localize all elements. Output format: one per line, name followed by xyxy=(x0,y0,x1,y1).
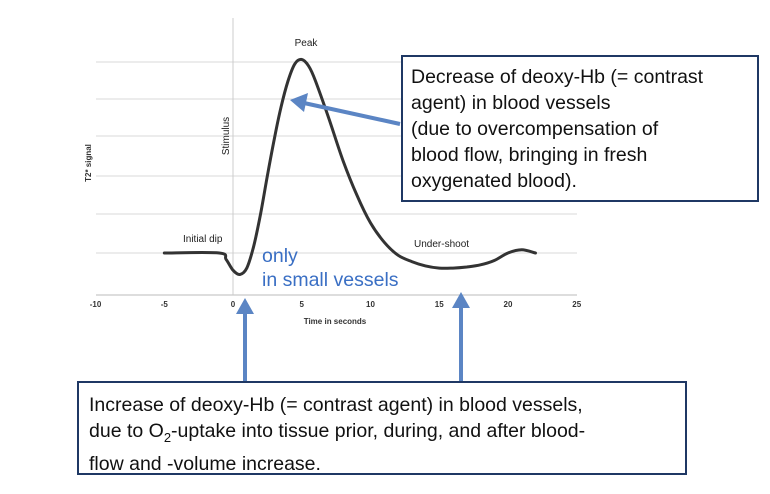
small-vessels-note-line1: only xyxy=(262,245,298,267)
x-tick-label: -10 xyxy=(90,300,102,309)
signal-curve xyxy=(162,57,537,277)
undershoot-label: Under-shoot xyxy=(414,239,469,250)
peak-explanation-line: blood flow, bringing in fresh xyxy=(411,144,648,166)
x-tick-labels: -10 -5 0 5 10 15 20 25 xyxy=(90,300,582,309)
x-tick-label: 10 xyxy=(366,300,375,309)
y-axis-label: T2* signal xyxy=(84,144,93,182)
peak-explanation-line: oxygenated blood). xyxy=(411,170,577,192)
peak-explanation-line: Decrease of deoxy-Hb (= contrast xyxy=(411,66,704,88)
arrow-to-peak xyxy=(290,93,401,126)
x-tick-label: 0 xyxy=(231,300,236,309)
peak-explanation-box: Decrease of deoxy-Hb (= contrast agent) … xyxy=(401,55,759,202)
dip-undershoot-explanation-box: Increase of deoxy-Hb (= contrast agent) … xyxy=(77,381,687,475)
explanation-line-2-start: due to O xyxy=(89,420,164,442)
peak-explanation-line: (due to overcompensation of xyxy=(411,118,659,140)
initial-dip-label: Initial dip xyxy=(183,234,223,245)
oxygen-subscript: 2 xyxy=(163,429,172,445)
x-tick-label: 20 xyxy=(504,300,513,309)
x-tick-label: 5 xyxy=(300,300,305,309)
arrow-to-undershoot xyxy=(452,292,470,381)
x-tick-label: 25 xyxy=(572,300,581,309)
explanation-line-1: Increase of deoxy-Hb (= contrast agent) … xyxy=(89,394,583,416)
explanation-line-2-end: -uptake into tissue prior, during, and a… xyxy=(171,420,586,442)
arrow-to-dip xyxy=(236,298,254,381)
x-tick-label: 15 xyxy=(435,300,444,309)
explanation-line-3: flow and -volume increase. xyxy=(89,452,321,475)
peak-label: Peak xyxy=(295,38,319,49)
small-vessels-note-line2: in small vessels xyxy=(262,269,399,291)
peak-explanation-line: agent) in blood vessels xyxy=(411,92,611,114)
x-axis-label: Time in seconds xyxy=(304,317,367,326)
x-tick-label: -5 xyxy=(161,300,169,309)
stimulus-label: Stimulus xyxy=(221,117,232,155)
explanation-line-2: due to O2-uptake into tissue prior, duri… xyxy=(89,418,675,451)
